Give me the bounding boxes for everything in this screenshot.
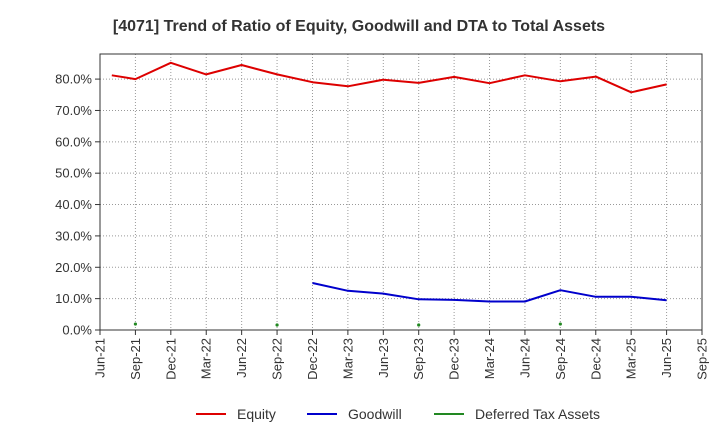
y-tick-label: 0.0% [62, 323, 92, 338]
x-tick-label: Mar-24 [482, 338, 497, 379]
x-tick-label: Sep-24 [553, 338, 568, 380]
x-tick-label: Sep-21 [128, 338, 143, 380]
legend-label-equity: Equity [237, 406, 276, 422]
x-tick-label: Jun-25 [659, 338, 674, 378]
series-area [111, 61, 667, 327]
x-tick-label: Dec-22 [305, 338, 320, 380]
x-tick-label: Dec-23 [447, 338, 462, 380]
deferred-tax-assets-point [558, 322, 562, 326]
x-axis: Jun-21 Sep-21 Dec-21 Mar-22 Jun-22 Sep-22 Dec-… [93, 330, 710, 380]
x-tick-label: Sep-23 [411, 338, 426, 380]
deferred-tax-assets-point [133, 322, 138, 326]
grid [99, 54, 703, 331]
y-tick-label: 30.0% [55, 228, 92, 243]
y-tick-label: 20.0% [55, 260, 92, 275]
plot-frame [99, 53, 703, 331]
x-tick-label: Sep-22 [270, 338, 285, 380]
y-tick-label: 70.0% [55, 103, 92, 118]
chart-title: [4071] Trend of Ratio of Equity, Goodwil… [113, 18, 605, 35]
deferred-tax-assets-point [275, 323, 279, 327]
x-tick-label: Jun-21 [93, 338, 108, 378]
y-tick-label: 50.0% [55, 166, 92, 181]
legend: Equity Goodwill Deferred Tax Assets [196, 406, 600, 422]
y-tick-label: 80.0% [55, 72, 92, 87]
legend-label-goodwill: Goodwill [348, 406, 402, 422]
y-tick-label: 40.0% [55, 197, 92, 212]
x-tick-label: Dec-21 [163, 338, 178, 380]
legend-label-deferred-tax-assets: Deferred Tax Assets [475, 406, 600, 422]
x-tick-label: Jun-22 [234, 338, 249, 378]
y-axis: 0.0% 10.0% 20.0% 30.0% 40.0% 50.0% 60.0% 70.0% 8… [55, 72, 100, 338]
deferred-tax-assets-point [417, 323, 421, 327]
x-tick-label: Dec-24 [588, 338, 603, 380]
x-tick-label: Jun-24 [517, 338, 532, 378]
y-tick-label: 10.0% [55, 291, 92, 306]
goodwill-line [312, 282, 667, 303]
x-tick-label: Mar-22 [199, 338, 214, 379]
equity-line [111, 61, 667, 94]
y-tick-label: 60.0% [55, 134, 92, 149]
x-tick-label: Mar-23 [340, 338, 355, 379]
x-tick-label: Jun-23 [376, 338, 391, 378]
x-tick-label: Sep-25 [695, 338, 710, 380]
x-tick-label: Mar-25 [624, 338, 639, 379]
